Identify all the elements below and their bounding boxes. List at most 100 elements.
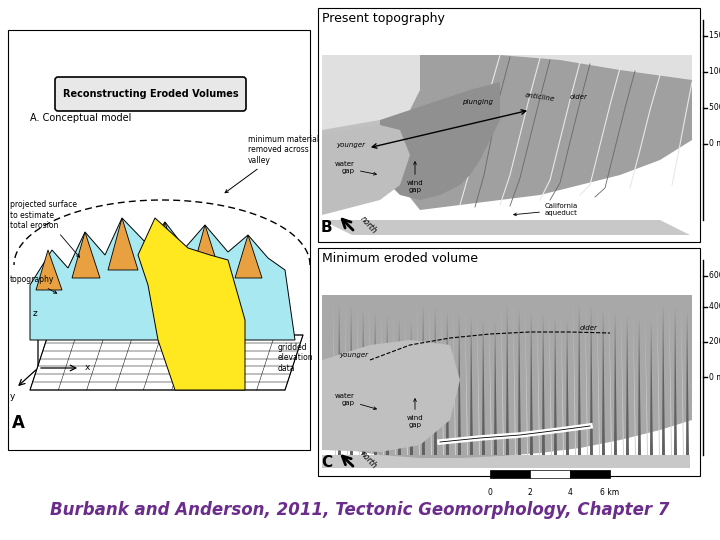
Polygon shape xyxy=(36,250,62,290)
Text: older: older xyxy=(580,325,598,331)
Text: C: C xyxy=(321,455,332,470)
Polygon shape xyxy=(506,305,509,455)
Polygon shape xyxy=(542,314,545,455)
Text: wind
gap: wind gap xyxy=(407,161,423,193)
Polygon shape xyxy=(597,301,600,455)
Text: z: z xyxy=(32,309,37,318)
Polygon shape xyxy=(585,298,588,455)
Polygon shape xyxy=(626,315,629,455)
Polygon shape xyxy=(434,307,437,455)
Polygon shape xyxy=(657,296,660,455)
Polygon shape xyxy=(453,305,456,455)
Polygon shape xyxy=(549,309,552,455)
Text: 0: 0 xyxy=(487,488,492,497)
Text: 1000 m: 1000 m xyxy=(709,68,720,77)
Text: north: north xyxy=(358,214,379,235)
Polygon shape xyxy=(345,298,348,455)
Polygon shape xyxy=(322,125,410,215)
Text: 0 m: 0 m xyxy=(709,373,720,381)
Bar xyxy=(490,470,530,478)
Bar xyxy=(318,248,700,476)
Text: 500 m: 500 m xyxy=(709,104,720,112)
Polygon shape xyxy=(108,218,138,270)
Polygon shape xyxy=(410,321,413,455)
Polygon shape xyxy=(417,296,420,455)
Polygon shape xyxy=(369,304,372,455)
Polygon shape xyxy=(322,220,690,235)
Polygon shape xyxy=(645,313,648,455)
Polygon shape xyxy=(561,312,564,455)
Text: Present topography: Present topography xyxy=(322,12,445,25)
Polygon shape xyxy=(322,455,690,468)
Text: younger: younger xyxy=(339,352,368,358)
Polygon shape xyxy=(446,310,449,455)
Text: younger: younger xyxy=(336,142,365,148)
Polygon shape xyxy=(386,315,389,455)
Text: 600 m: 600 m xyxy=(709,271,720,280)
Polygon shape xyxy=(30,335,303,390)
Polygon shape xyxy=(638,318,641,455)
Polygon shape xyxy=(235,235,262,278)
Polygon shape xyxy=(350,306,353,455)
Text: minimum material
removed across
valley: minimum material removed across valley xyxy=(225,135,319,193)
Polygon shape xyxy=(380,82,500,200)
Polygon shape xyxy=(72,232,100,278)
Bar xyxy=(530,470,570,478)
Polygon shape xyxy=(530,311,533,455)
Text: older: older xyxy=(570,94,588,100)
Text: A: A xyxy=(12,414,25,432)
Polygon shape xyxy=(477,311,480,455)
Polygon shape xyxy=(621,307,624,455)
Polygon shape xyxy=(357,301,360,455)
Polygon shape xyxy=(338,303,341,455)
Polygon shape xyxy=(362,309,365,455)
Polygon shape xyxy=(554,317,557,455)
Bar xyxy=(318,8,700,242)
Polygon shape xyxy=(405,313,408,455)
Polygon shape xyxy=(30,218,295,340)
Polygon shape xyxy=(513,300,516,455)
Text: 200 m: 200 m xyxy=(709,338,720,346)
Polygon shape xyxy=(322,340,460,452)
Polygon shape xyxy=(470,316,473,455)
Polygon shape xyxy=(422,304,425,455)
Text: Burbank and Anderson, 2011, Tectonic Geomorphology, Chapter 7: Burbank and Anderson, 2011, Tectonic Geo… xyxy=(50,501,670,519)
Text: A. Conceptual model: A. Conceptual model xyxy=(30,113,131,123)
Polygon shape xyxy=(322,295,692,355)
Text: anticline: anticline xyxy=(525,92,556,102)
Text: y: y xyxy=(9,392,14,401)
Polygon shape xyxy=(614,312,617,455)
Polygon shape xyxy=(393,310,396,455)
Text: 6 km: 6 km xyxy=(600,488,620,497)
Polygon shape xyxy=(573,295,576,455)
Text: Minimum eroded volume: Minimum eroded volume xyxy=(322,252,478,265)
Polygon shape xyxy=(465,308,468,455)
Polygon shape xyxy=(681,302,684,455)
Polygon shape xyxy=(489,314,492,455)
Text: wind
gap: wind gap xyxy=(407,399,423,428)
Polygon shape xyxy=(650,321,653,455)
Text: California
aqueduct: California aqueduct xyxy=(513,204,578,217)
Text: 1500 m: 1500 m xyxy=(709,31,720,40)
Polygon shape xyxy=(686,310,689,455)
Polygon shape xyxy=(374,312,377,455)
Polygon shape xyxy=(138,218,245,390)
Text: north: north xyxy=(358,449,379,471)
Text: x: x xyxy=(85,363,91,373)
Polygon shape xyxy=(566,320,569,455)
FancyBboxPatch shape xyxy=(55,77,246,111)
Polygon shape xyxy=(152,222,180,272)
Bar xyxy=(570,470,610,478)
Polygon shape xyxy=(525,303,528,455)
Polygon shape xyxy=(390,55,692,210)
Polygon shape xyxy=(518,308,521,455)
Bar xyxy=(8,30,310,450)
Polygon shape xyxy=(537,306,540,455)
Polygon shape xyxy=(441,302,444,455)
Polygon shape xyxy=(322,120,420,200)
Polygon shape xyxy=(458,313,461,455)
Text: water
gap: water gap xyxy=(335,161,377,175)
Polygon shape xyxy=(669,299,672,455)
Text: B: B xyxy=(321,220,333,235)
Polygon shape xyxy=(662,304,665,455)
